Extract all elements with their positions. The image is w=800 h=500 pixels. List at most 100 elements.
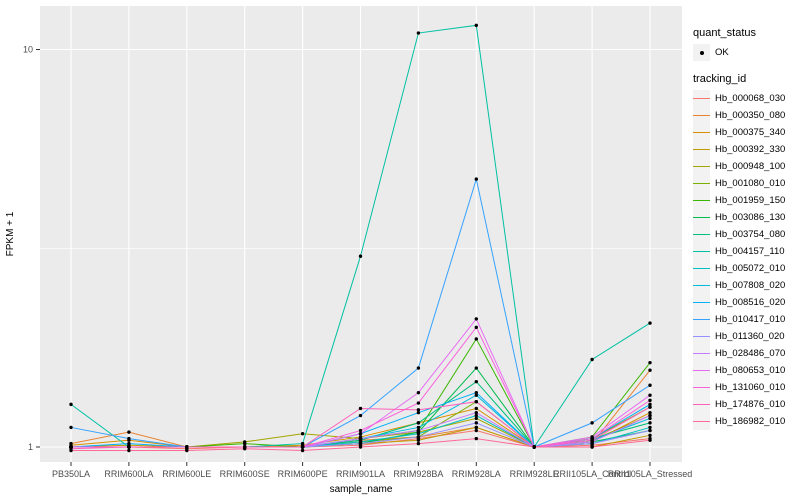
data-point [474, 428, 478, 433]
data-point [474, 416, 478, 421]
data-point [648, 428, 652, 433]
legend-title-tracking-id: tracking_id [693, 73, 747, 85]
legend-item-tracking: Hb_028486_070 [693, 345, 799, 362]
data-point [416, 408, 421, 412]
data-point [243, 441, 247, 446]
data-point [127, 441, 131, 446]
data-point [300, 432, 305, 436]
data-point [590, 421, 594, 425]
x-tick-label: RRII105LA_Stressed [608, 469, 693, 479]
data-point [69, 402, 73, 407]
legend-key-line [693, 199, 710, 202]
x-tick-label: RRIM928BA [393, 469, 443, 479]
legend-key-swatch [693, 294, 710, 311]
x-tick-label: RRIM901LA [336, 469, 385, 479]
data-point [648, 410, 652, 415]
legend-item-label: Hb_186982_010 [715, 416, 786, 427]
legend-item-tracking: Hb_186982_010 [693, 413, 799, 430]
x-tick-label: RRIM928LA [452, 469, 501, 479]
legend-key-swatch [693, 243, 710, 260]
legend-key-swatch [693, 107, 710, 124]
legend-key-swatch [693, 260, 710, 277]
data-point [474, 23, 478, 28]
x-tick-label: RRIM600LA [104, 469, 153, 479]
data-point [358, 436, 363, 441]
legend-item-ok: OK [693, 44, 799, 61]
legend-item-label: Hb_007808_020 [715, 280, 786, 291]
data-point [185, 445, 189, 449]
data-point [358, 445, 363, 449]
data-point [127, 445, 131, 449]
legend-item-tracking: Hb_007808_020 [693, 277, 799, 294]
data-point [127, 430, 131, 434]
data-point [648, 416, 652, 421]
legend-key-line [693, 97, 710, 100]
data-point [416, 410, 421, 415]
y-tick-label: 10 [23, 45, 33, 55]
data-point [474, 400, 478, 404]
legend-item-label: Hb_004157_110 [715, 246, 785, 257]
legend-key-line [693, 318, 710, 321]
legend-item-label: Hb_000350_080 [715, 110, 786, 121]
legend-item-tracking: Hb_005072_010 [693, 260, 799, 277]
legend-item-tracking: Hb_008516_020 [693, 294, 799, 311]
legend-key-line [693, 148, 710, 151]
data-point [416, 390, 421, 395]
data-point [474, 390, 478, 395]
legend-item-label: Hb_131060_010 [715, 382, 786, 393]
data-point [648, 438, 652, 442]
data-point [127, 448, 131, 453]
legend-key-swatch [693, 226, 710, 243]
data-point [416, 435, 421, 439]
data-point [474, 337, 478, 341]
legend-item-tracking: Hb_174876_010 [693, 396, 799, 413]
legend-key-swatch [693, 124, 710, 141]
legend-key-swatch [693, 277, 710, 294]
legend-key-line [693, 352, 710, 355]
y-axis-title: FPKM + 1 [5, 211, 16, 256]
legend-key-swatch [693, 328, 710, 345]
legend-item-tracking: Hb_131060_010 [693, 379, 799, 396]
legend-item-tracking: Hb_003754_080 [693, 226, 799, 243]
x-tick-label: RRIM928LE [510, 469, 559, 479]
data-point [532, 445, 536, 449]
legend-key-swatch [693, 362, 710, 379]
data-point [590, 445, 594, 449]
legend-key-line [693, 216, 710, 219]
y-tick-label: 1 [28, 442, 33, 452]
data-point [127, 436, 131, 441]
data-point [474, 317, 478, 321]
data-point [243, 447, 247, 451]
data-point [300, 445, 305, 449]
legend-key-line [693, 114, 710, 117]
legend-key-swatch [693, 396, 710, 413]
x-tick-label: RRIM600SE [220, 469, 270, 479]
legend-key-swatch [693, 311, 710, 328]
data-point [474, 393, 478, 397]
legend-key-line [693, 284, 710, 287]
x-axis-title: sample_name [330, 484, 393, 495]
legend-key-line [693, 386, 710, 389]
legend-item-tracking: Hb_003086_130 [693, 209, 799, 226]
legend-item-tracking: Hb_001959_150 [693, 192, 799, 209]
legend-item-label: Hb_003086_130 [715, 212, 786, 223]
legend-item-tracking: Hb_004157_110 [693, 243, 799, 260]
data-point [474, 379, 478, 384]
legend-key-line [693, 369, 710, 372]
data-point [648, 393, 652, 397]
legend-key-line [693, 250, 710, 253]
data-point [300, 441, 305, 446]
data-point [358, 254, 363, 258]
data-point [648, 433, 652, 438]
data-point [648, 425, 652, 430]
legend-item-label: Hb_011360_020 [715, 331, 785, 342]
data-point [416, 428, 421, 433]
legend-key-line [693, 335, 710, 338]
legend-key-quant [693, 44, 710, 61]
x-tick-label: RRII105LA_Control [553, 469, 631, 479]
legend-item-label: OK [715, 47, 729, 58]
legend-key-line [693, 301, 710, 304]
legend-key-line [693, 165, 710, 168]
data-point [416, 366, 421, 370]
legend-item-tracking: Hb_010417_010 [693, 311, 799, 328]
